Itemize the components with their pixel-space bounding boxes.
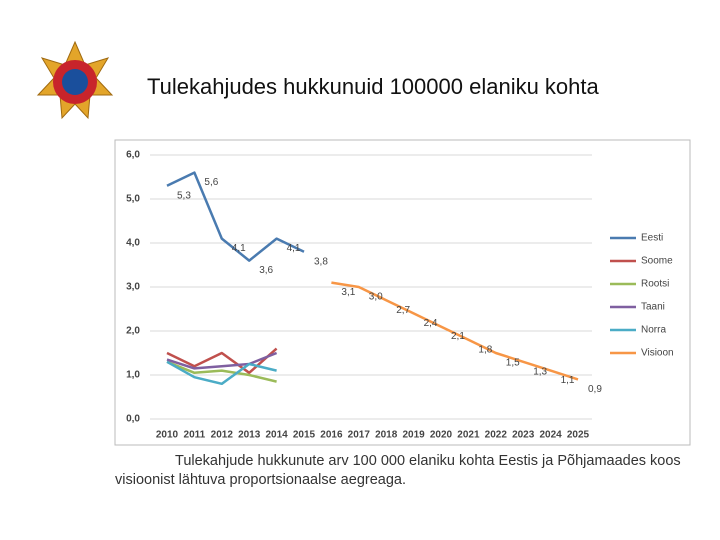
data-label: 1,8 [478, 344, 492, 355]
y-tick-label: 6,0 [126, 150, 140, 161]
series-line [166, 360, 277, 386]
data-label: 3,8 [314, 256, 328, 267]
series-line [166, 347, 278, 375]
x-tick-label: 2019 [402, 430, 425, 441]
x-tick-label: 2025 [567, 430, 590, 441]
x-tick-label: 2022 [485, 430, 508, 441]
data-label: 4,1 [287, 243, 301, 254]
data-label: 2,4 [424, 318, 438, 329]
x-tick-label: 2023 [512, 430, 535, 441]
x-tick-label: 2020 [430, 430, 453, 441]
data-label: 5,3 [177, 190, 191, 201]
legend-label: Eesti [641, 233, 663, 244]
series-line [166, 360, 277, 383]
data-label: 0,9 [588, 384, 602, 395]
logo [36, 40, 114, 120]
x-tick-label: 2016 [320, 430, 343, 441]
data-label: 1,3 [533, 366, 547, 377]
y-tick-label: 4,0 [126, 238, 140, 249]
data-label: 1,5 [506, 358, 520, 369]
series-line [166, 171, 305, 262]
legend-label: Visioon [641, 348, 674, 359]
x-tick-label: 2011 [184, 430, 206, 441]
x-tick-label: 2017 [348, 430, 371, 441]
data-label: 1,1 [561, 375, 575, 386]
legend-label: Taani [641, 302, 665, 313]
caption: Tulekahjude hukkunute arv 100 000 elanik… [115, 453, 681, 488]
y-tick-label: 1,0 [126, 370, 140, 381]
x-tick-label: 2013 [238, 430, 261, 441]
x-tick-label: 2018 [375, 430, 398, 441]
legend-label: Norra [641, 325, 666, 336]
data-label: 5,6 [204, 177, 218, 188]
y-tick-label: 3,0 [126, 282, 140, 293]
series-line [331, 281, 579, 381]
y-tick-label: 2,0 [126, 326, 140, 337]
y-tick-label: 5,0 [126, 194, 140, 205]
legend-label: Rootsi [641, 279, 669, 290]
x-tick-label: 2014 [265, 430, 288, 441]
data-label: 4,1 [232, 243, 246, 254]
y-tick-label: 0,0 [126, 414, 140, 425]
slide-title: Tulekahjudes hukkunuid 100000 elaniku ko… [147, 74, 599, 99]
x-tick-label: 2010 [156, 430, 179, 441]
data-label: 3,0 [369, 292, 383, 303]
x-tick-label: 2024 [539, 430, 562, 441]
x-tick-label: 2021 [457, 430, 480, 441]
data-label: 3,1 [341, 287, 355, 298]
x-tick-label: 2015 [293, 430, 316, 441]
data-label: 2,1 [451, 331, 465, 342]
chart-frame [114, 139, 691, 446]
series-line [166, 351, 278, 370]
legend-label: Soome [641, 256, 673, 267]
data-label: 2,7 [396, 305, 410, 316]
data-label: 3,6 [259, 265, 273, 276]
x-tick-label: 2012 [211, 430, 234, 441]
